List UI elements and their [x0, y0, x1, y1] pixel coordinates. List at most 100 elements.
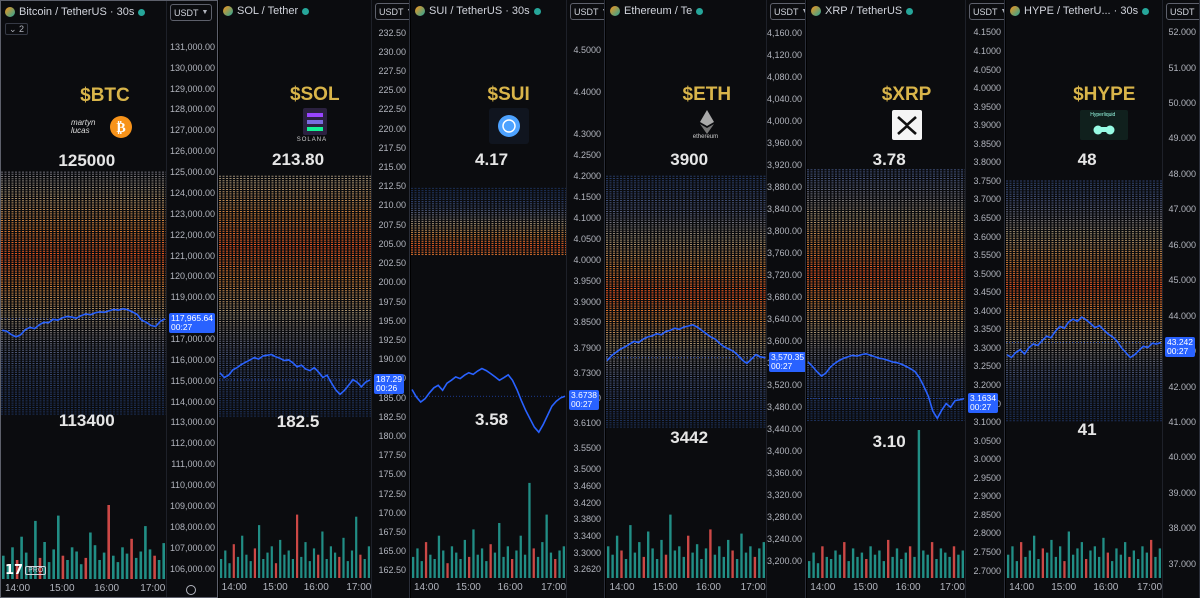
currency-selector[interactable]: USDT▼ — [570, 3, 604, 20]
volume-bar — [228, 563, 231, 578]
y-tick-label: 3.5500 — [573, 443, 601, 454]
volume-bar — [704, 548, 708, 578]
y-tick-label: 106,000.00 — [169, 563, 215, 574]
volume-bar — [1150, 539, 1153, 578]
volume-bar — [224, 550, 227, 578]
indicator-toggle[interactable]: ⌄ 2 — [5, 23, 29, 35]
volume-bar — [1033, 535, 1036, 578]
volume-bar — [887, 539, 890, 578]
symbol-title[interactable]: Bitcoin / TetherUS · 30s — [19, 6, 135, 18]
currency-selector[interactable]: USDT▼ — [1166, 3, 1200, 20]
price-axis[interactable]: 4.1500 4.1000 4.0500 4.0000 3.9500 3.9000 3.85… — [965, 0, 1004, 598]
tradingview-icon: 17 — [5, 563, 24, 578]
chart-header[interactable]: Bitcoin / TetherUS · 30s — [1, 1, 164, 23]
y-tick-label: 51.000 — [1168, 62, 1196, 73]
y-tick-label: 3.2500 — [973, 361, 1001, 372]
hyperliquid-icon: Hyperliquid — [1074, 108, 1134, 148]
y-tick-label: 3.6500 — [973, 212, 1001, 223]
chart-panel-sol[interactable]: SOL / Tether 232.50 230.00 227.50 225.00 222.… — [219, 0, 410, 598]
chart-panel-sui[interactable]: SUI / TetherUS · 30s 4.5000 4.4000 4.3000 4.… — [411, 0, 605, 598]
y-tick-label: 131,000.00 — [169, 41, 215, 52]
volume-bar — [718, 546, 721, 578]
y-tick-label: 130,000.00 — [169, 62, 215, 73]
volume-bar — [139, 551, 143, 579]
chart-plot-area[interactable] — [1, 1, 166, 598]
y-tick-label: 3.6000 — [973, 231, 1001, 242]
symbol-title[interactable]: XRP / TetherUS — [825, 5, 903, 17]
currency-selector[interactable]: USDT▼ — [375, 3, 409, 20]
volume-bar — [480, 548, 484, 578]
volume-bar — [350, 550, 354, 578]
chart-header[interactable]: XRP / TetherUS — [807, 0, 963, 22]
currency-selector[interactable]: USDT▼ — [170, 4, 213, 21]
volume-bar — [98, 560, 101, 579]
x-tick-label: 16:00 — [695, 582, 721, 593]
chart-header[interactable]: HYPE / TetherU... · 30s — [1006, 0, 1160, 22]
chart-plot-area[interactable] — [219, 0, 371, 598]
chart-panel-btc[interactable]: Bitcoin / TetherUS · 30s ⌄ 2 131,000.00 130… — [0, 0, 218, 598]
price-axis[interactable]: 131,000.00 130,000.00 129,000.00 128,000.00… — [166, 1, 217, 597]
volume-bar — [753, 556, 757, 578]
y-tick-label: 3.7500 — [973, 175, 1001, 186]
volume-bar — [856, 556, 859, 578]
y-tick-label: 177.50 — [378, 450, 406, 461]
chart-header[interactable]: Ethereum / Te — [606, 0, 764, 22]
volume-bar — [869, 546, 872, 578]
symbol-title[interactable]: SUI / TetherUS · 30s — [429, 5, 530, 17]
chevron-down-icon: ▼ — [1198, 8, 1200, 15]
volume-bar — [220, 559, 223, 578]
volume-bar — [749, 546, 752, 578]
volume-bar — [744, 552, 748, 578]
price-axis[interactable]: 4,160.00 4,120.00 4,080.00 4,040.00 4,000.00… — [766, 0, 805, 598]
y-tick-label: 4.3000 — [573, 128, 601, 139]
xrp-icon — [877, 108, 937, 148]
tradingview-logo[interactable]: 17 PRO — [5, 563, 47, 578]
price-line — [1006, 316, 1162, 359]
volume-bar — [1041, 548, 1044, 578]
volume-bar — [112, 555, 115, 579]
volume-bar — [549, 552, 553, 578]
chart-plot-area[interactable] — [606, 0, 766, 598]
chart-plot-area[interactable] — [807, 0, 965, 598]
y-tick-label: 2.9000 — [973, 491, 1001, 502]
volume-bar — [669, 514, 672, 578]
y-tick-label: 3.4000 — [973, 305, 1001, 316]
volume-bar — [287, 550, 290, 578]
currency-selector[interactable]: USDT▼ — [969, 3, 1004, 20]
volume-bar — [274, 563, 278, 578]
y-tick-label: 2.8500 — [973, 509, 1001, 520]
y-tick-label: 170.00 — [378, 507, 406, 518]
volume-bar — [442, 550, 445, 578]
chart-plot-area[interactable] — [411, 0, 566, 598]
volume-bar — [429, 554, 432, 578]
volume-bar — [1119, 554, 1122, 578]
price-axis[interactable]: 52.000 51.000 50.000 49.000 48.000 47.000 46.0… — [1162, 0, 1199, 598]
top-level-annotation: 4.17 — [475, 150, 509, 169]
chart-panel-hype[interactable]: HYPE / TetherU... · 30s 52.000 51.000 50.00… — [1006, 0, 1200, 598]
volume-bar — [731, 550, 734, 578]
clock-icon[interactable] — [186, 585, 196, 595]
price-axis[interactable]: 232.50 230.00 227.50 225.00 222.50 220.00 217.… — [371, 0, 409, 598]
chart-plot-area[interactable] — [1006, 0, 1162, 598]
y-tick-label: 3.3800 — [573, 514, 601, 525]
top-level-annotation: 3900 — [670, 150, 709, 169]
y-tick-label: 4,160.00 — [766, 28, 802, 39]
y-tick-label: 4,120.00 — [766, 50, 802, 61]
ethereum-icon: ethereum — [677, 108, 737, 148]
y-tick-label: 49.000 — [1168, 133, 1196, 144]
price-axis[interactable]: 4.5000 4.4000 4.3000 4.2500 4.2000 4.1500 4.10… — [566, 0, 604, 598]
y-tick-label: 124,000.00 — [169, 187, 215, 198]
chart-panel-eth[interactable]: Ethereum / Te 4,160.00 4,120.00 4,080.00 4,0… — [606, 0, 806, 598]
y-tick-label: 195.00 — [378, 315, 406, 326]
chart-panel-xrp[interactable]: XRP / TetherUS 4.1500 4.1000 4.0500 4.0000 3.… — [807, 0, 1005, 598]
volume-bar — [24, 552, 28, 579]
y-tick-label: 3.1000 — [973, 417, 1001, 428]
chart-header[interactable]: SUI / TetherUS · 30s — [411, 0, 564, 22]
currency-selector[interactable]: USDT▼ — [770, 3, 805, 20]
symbol-title[interactable]: Ethereum / Te — [624, 5, 693, 17]
x-tick-label: 17:00 — [740, 582, 766, 593]
symbol-title[interactable]: HYPE / TetherU... · 30s — [1024, 5, 1139, 17]
symbol-title[interactable]: SOL / Tether — [237, 5, 299, 17]
y-tick-label: 192.50 — [378, 334, 406, 345]
chart-header[interactable]: SOL / Tether — [219, 0, 369, 22]
